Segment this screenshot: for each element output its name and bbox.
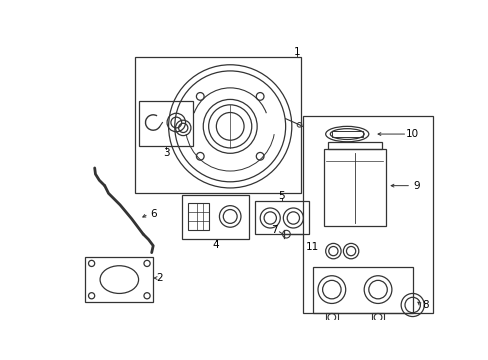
Bar — [85, 257, 153, 302]
Bar — [371, 313, 384, 322]
Text: 7: 7 — [271, 225, 278, 235]
Bar — [325, 313, 337, 322]
Text: 2: 2 — [156, 273, 163, 283]
Bar — [331, 131, 362, 137]
Bar — [182, 195, 249, 239]
Text: 6: 6 — [150, 209, 156, 219]
Bar — [327, 142, 381, 149]
Bar — [303, 116, 432, 313]
Bar — [139, 101, 193, 145]
Text: 11: 11 — [305, 242, 319, 252]
Bar — [254, 201, 308, 234]
Bar — [135, 57, 301, 193]
Text: 5: 5 — [278, 191, 285, 201]
Text: 9: 9 — [412, 181, 419, 191]
Bar — [312, 266, 412, 313]
Text: 8: 8 — [422, 300, 428, 310]
Text: 10: 10 — [406, 129, 418, 139]
Text: 1: 1 — [293, 48, 300, 58]
Bar — [324, 149, 385, 226]
Bar — [187, 203, 209, 230]
Text: 3: 3 — [163, 148, 169, 158]
Text: 4: 4 — [212, 240, 219, 250]
